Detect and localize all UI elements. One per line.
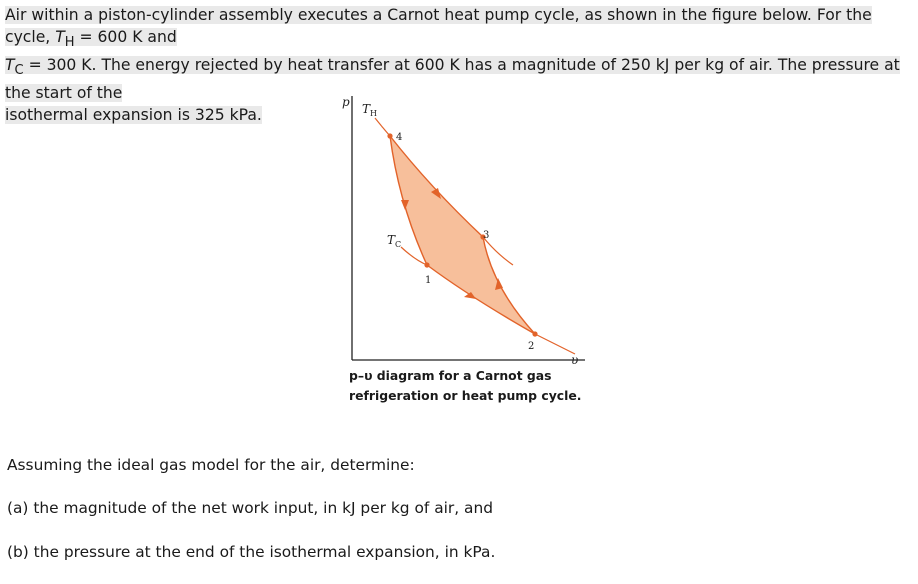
questions-intro: Assuming the ideal gas model for the air… bbox=[7, 456, 415, 474]
state-label-4: 4 bbox=[396, 132, 402, 143]
question-b: (b) the pressure at the end of the isoth… bbox=[7, 543, 496, 561]
problem-line-1: Air within a piston-cylinder assembly ex… bbox=[5, 6, 872, 51]
tc-isotherm-tail bbox=[534, 333, 576, 355]
state-point-3 bbox=[480, 234, 486, 240]
th-label: TH bbox=[362, 102, 377, 118]
state-label-2: 2 bbox=[528, 341, 534, 352]
cycle-area bbox=[390, 136, 535, 334]
caption-line-2: refrigeration or heat pump cycle. bbox=[349, 388, 582, 403]
question-a: (a) the magnitude of the net work input,… bbox=[7, 499, 493, 517]
pv-diagram: p υ TH TC 4 3 1 2 bbox=[342, 95, 585, 367]
problem-statement: Air within a piston-cylinder assembly ex… bbox=[5, 4, 917, 126]
arrow-1-2 bbox=[464, 292, 476, 299]
figure-caption: p–υ diagram for a Carnot gas refrigerati… bbox=[349, 366, 589, 406]
state-point-4 bbox=[387, 133, 393, 139]
th-isotherm-extension bbox=[482, 236, 514, 266]
arrow-4-1 bbox=[401, 200, 409, 210]
caption-line-1: p–υ diagram for a Carnot gas bbox=[349, 368, 552, 383]
th-isotherm bbox=[374, 117, 391, 137]
arrow-2-3 bbox=[495, 278, 503, 290]
state-label-3: 3 bbox=[483, 230, 489, 241]
arrow-3-4 bbox=[431, 188, 441, 199]
tc-label: TC bbox=[387, 233, 401, 249]
p-axis-label: p bbox=[342, 95, 350, 109]
v-axis-label: υ bbox=[571, 353, 578, 367]
process-4-3 bbox=[389, 135, 484, 238]
problem-line-3: isothermal expansion is 325 kPa. bbox=[5, 106, 262, 125]
state-point-2 bbox=[532, 331, 538, 337]
state-point-1 bbox=[424, 262, 430, 268]
process-1-2 bbox=[426, 264, 536, 335]
state-label-1: 1 bbox=[425, 275, 431, 286]
